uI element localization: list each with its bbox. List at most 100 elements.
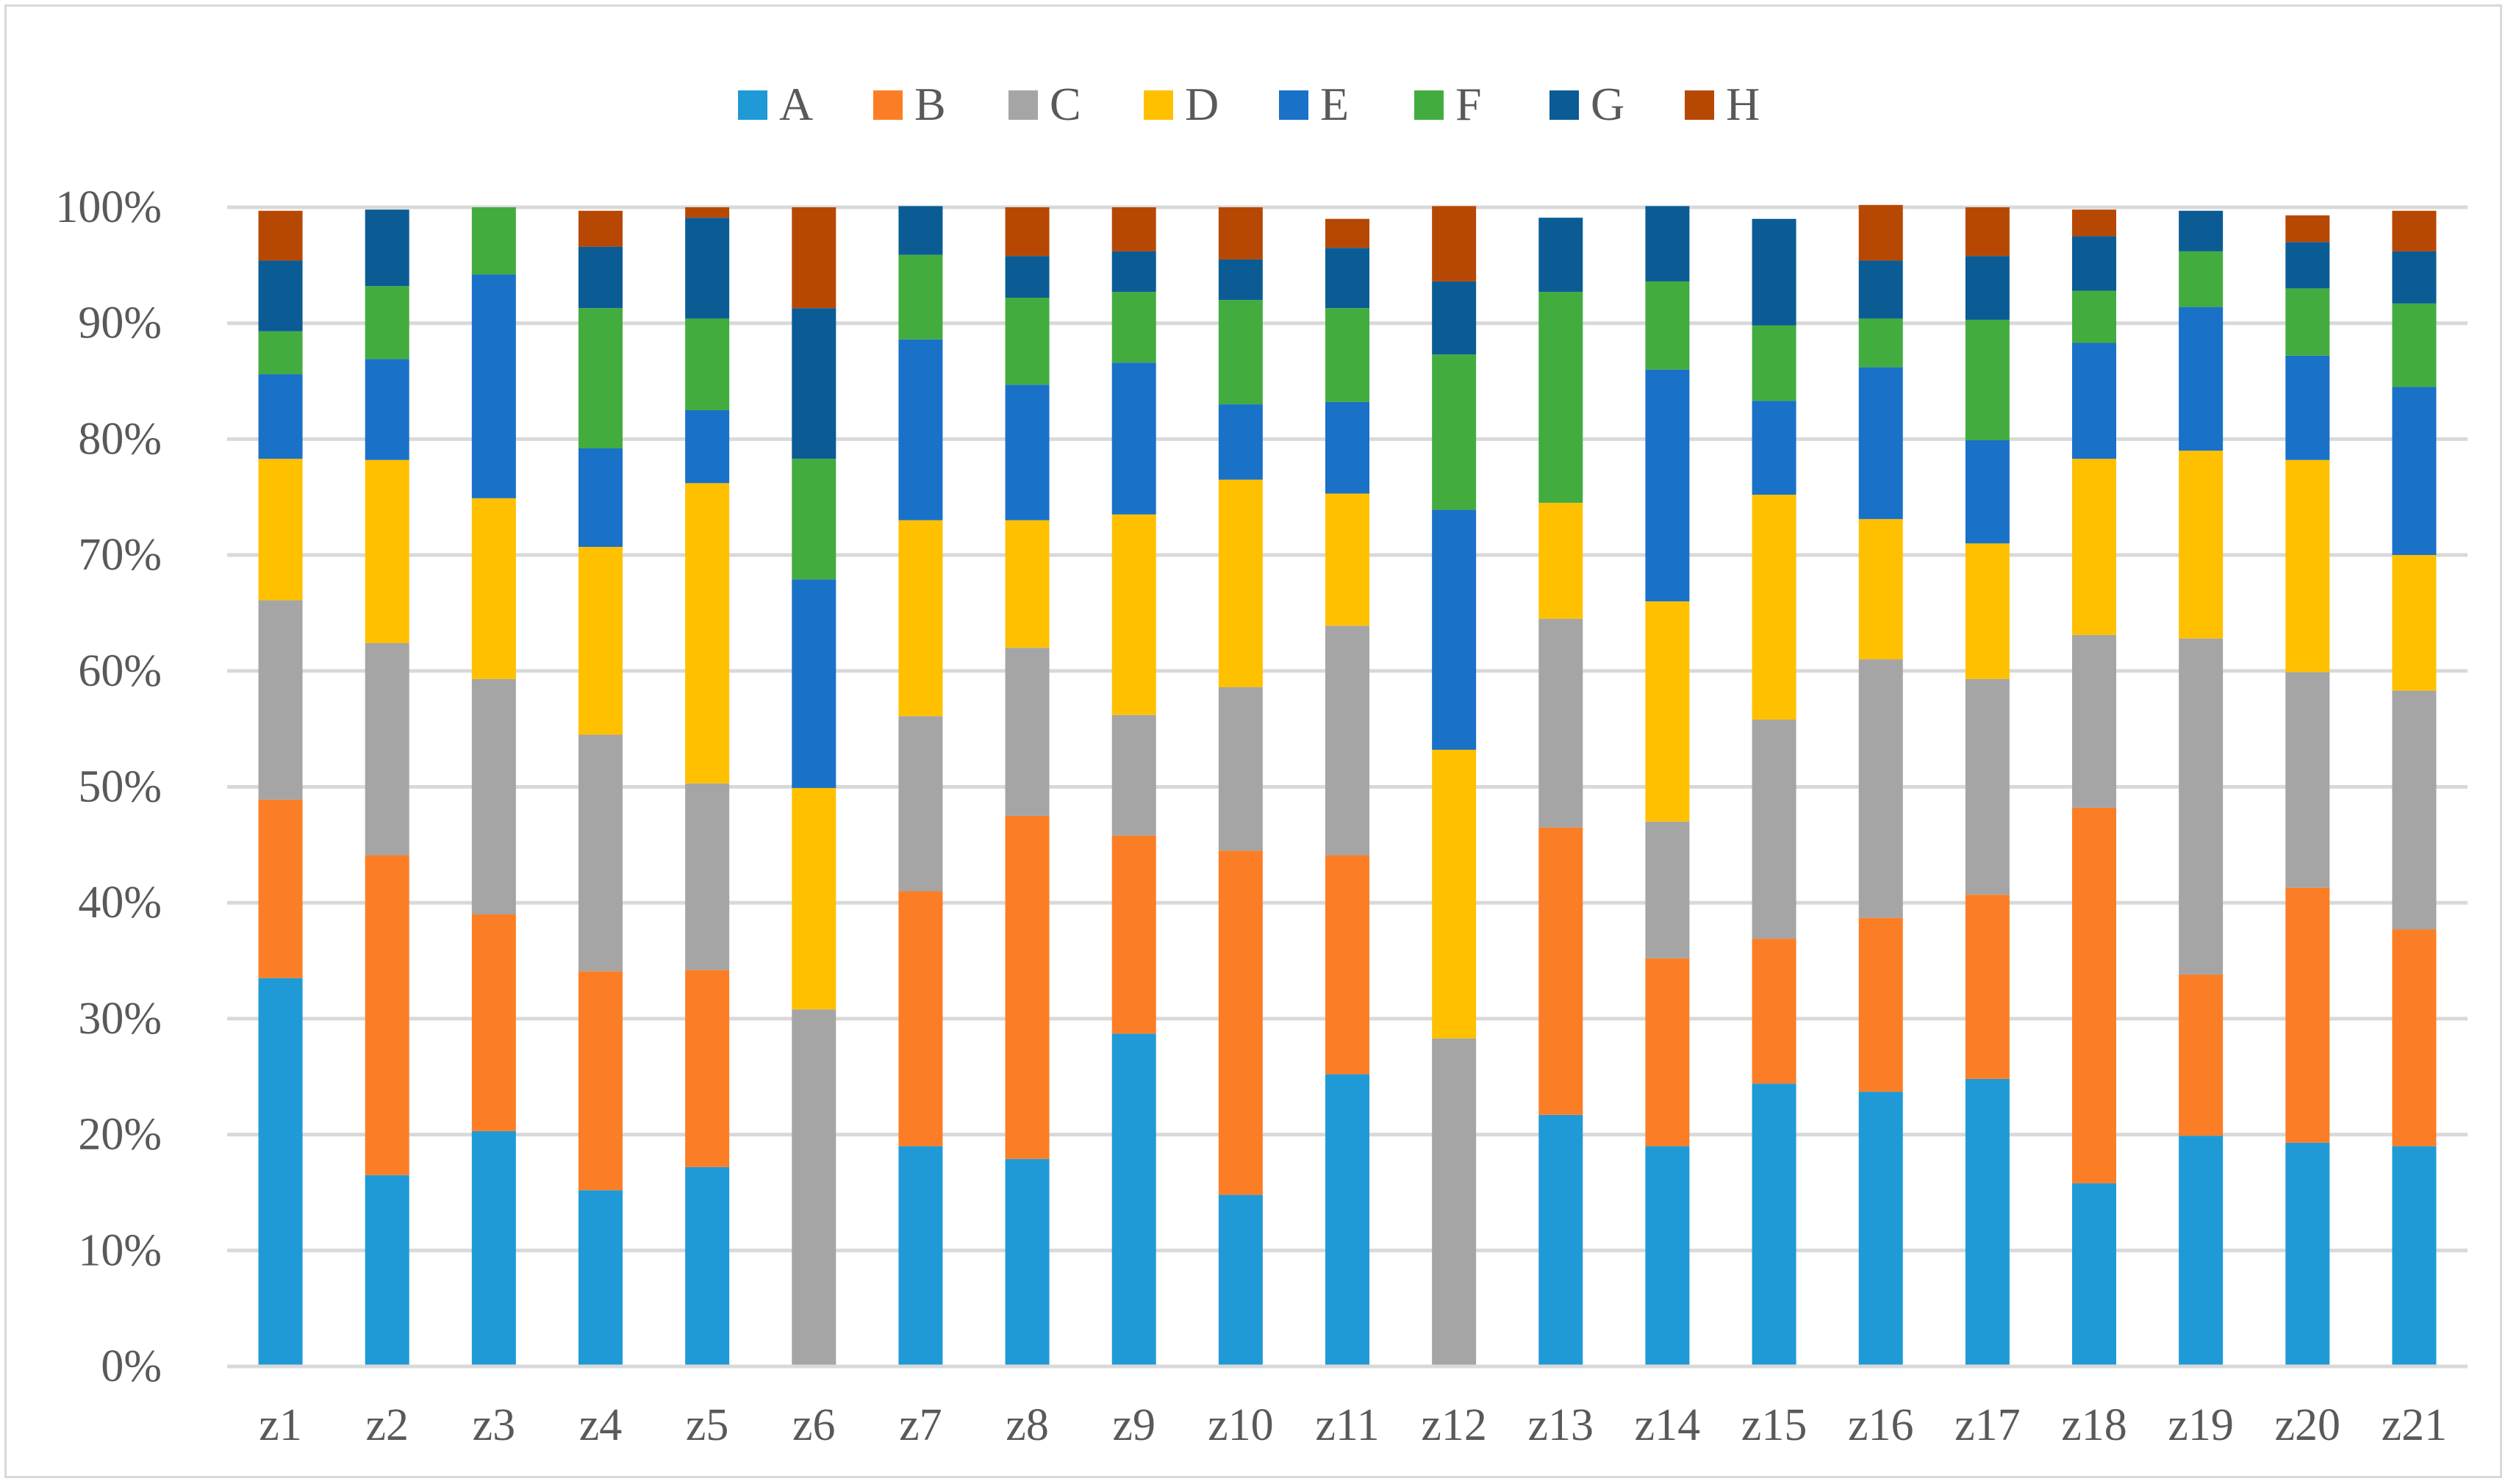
x-tick-label: z5 — [686, 1400, 729, 1450]
legend-label-C: C — [1050, 78, 1081, 130]
bar-segment-z16-G — [1858, 260, 1903, 319]
bar-segment-z13-C — [1538, 618, 1583, 828]
y-tick-label: 20% — [78, 1110, 162, 1160]
stacked-bar-chart: 0% 10% 20% 30% 40% 50% 60% 70% 80% 90% 100% z1 z2 z3… — [55, 78, 2468, 1450]
x-tick-label: z16 — [1848, 1400, 1914, 1450]
bar-segment-z8-B — [1005, 815, 1050, 1159]
x-tick-label: z3 — [473, 1400, 516, 1450]
x-tick-label: z9 — [1112, 1400, 1156, 1450]
bar-segment-z20-F — [2285, 288, 2330, 356]
bar-segment-z4-G — [578, 246, 623, 309]
bar-segment-z11-H — [1325, 218, 1369, 248]
bar-segment-z5-D — [685, 483, 730, 784]
bar-segment-z15-G — [1752, 218, 1796, 326]
bar-segment-z8-F — [1005, 298, 1050, 385]
bar-segment-z19-G — [2179, 210, 2224, 251]
bar-segment-z4-H — [578, 210, 623, 247]
bar-segment-z2-C — [365, 642, 409, 856]
y-tick-label: 80% — [78, 414, 162, 464]
bar-segment-z6-H — [792, 207, 836, 309]
bar-segment-z4-E — [578, 448, 623, 548]
bar-segment-z10-F — [1218, 300, 1263, 405]
bar-segment-z19-B — [2179, 974, 2224, 1136]
bar-segment-z1-G — [258, 260, 303, 331]
bar-segment-z14-D — [1645, 601, 1690, 822]
bar-segment-z21-H — [2392, 210, 2437, 251]
x-tick-label: z20 — [2275, 1400, 2341, 1450]
x-tick-label: z14 — [1635, 1400, 1701, 1450]
bar-segment-z6-C — [792, 1009, 836, 1366]
bar-segment-z19-C — [2179, 638, 2224, 975]
bar-segment-z7-A — [898, 1146, 943, 1366]
x-tick-label: z10 — [1208, 1400, 1274, 1450]
x-tick-label: z21 — [2382, 1400, 2448, 1450]
bar-segment-z6-D — [792, 788, 836, 1010]
bar-segment-z5-C — [685, 783, 730, 970]
x-tick-label: z12 — [1421, 1400, 1487, 1450]
bar-segment-z15-A — [1752, 1083, 1796, 1366]
bar-segment-z7-E — [898, 339, 943, 520]
bar-segment-z20-E — [2285, 355, 2330, 460]
bar-segment-z5-F — [685, 318, 730, 410]
bar-segment-z3-A — [471, 1130, 516, 1366]
bar-segment-z1-E — [258, 374, 303, 459]
legend-swatch-G — [1549, 90, 1579, 120]
bar-segment-z5-B — [685, 969, 730, 1167]
bar-segment-z17-G — [1965, 256, 2010, 320]
bar-segment-z18-G — [2072, 236, 2116, 291]
bar-segment-z15-F — [1752, 325, 1796, 401]
bar-segment-z15-D — [1752, 495, 1796, 720]
y-axis-tick-labels: 0% 10% 20% 30% 40% 50% 60% 70% 80% 90% 100% — [55, 182, 162, 1391]
bar-segment-z15-C — [1752, 720, 1796, 939]
legend-swatch-B — [873, 90, 903, 120]
bar-segment-z20-A — [2285, 1142, 2330, 1366]
bar-segment-z12-F — [1432, 354, 1477, 510]
bar-segment-z1-C — [258, 600, 303, 800]
bar-segment-z16-E — [1858, 367, 1903, 520]
chart-frame: 0% 10% 20% 30% 40% 50% 60% 70% 80% 90% 100% z1 z2 z3… — [4, 4, 2502, 1478]
bar-segment-z18-C — [2072, 634, 2116, 808]
legend-label-D: D — [1185, 78, 1219, 130]
bar-segment-z3-C — [471, 678, 516, 914]
bar-segment-z9-F — [1111, 292, 1156, 363]
bar-segment-z3-D — [471, 498, 516, 679]
bar-segment-z12-D — [1432, 750, 1477, 1039]
bar-segment-z2-D — [365, 459, 409, 643]
bar-segment-z13-F — [1538, 292, 1583, 503]
bar-segment-z16-C — [1858, 659, 1903, 918]
bar-segment-z17-D — [1965, 543, 2010, 679]
x-tick-label: z17 — [1955, 1400, 2021, 1450]
bar-segment-z14-E — [1645, 369, 1690, 602]
bar-segment-z12-E — [1432, 509, 1477, 750]
y-tick-label: 0% — [101, 1341, 162, 1391]
bar-segment-z19-E — [2179, 307, 2224, 451]
bar-segment-z9-C — [1111, 714, 1156, 836]
x-tick-label: z19 — [2168, 1400, 2234, 1450]
bar-segment-z1-D — [258, 459, 303, 601]
bar-segment-z3-B — [471, 914, 516, 1131]
bar-segment-z13-D — [1538, 503, 1583, 619]
y-tick-label: 50% — [78, 762, 162, 812]
bar-segment-z11-A — [1325, 1074, 1369, 1366]
bar-segment-z5-A — [685, 1166, 730, 1366]
x-tick-label: z8 — [1006, 1400, 1049, 1450]
bar-segment-z21-D — [2392, 555, 2437, 691]
y-tick-label: 70% — [78, 530, 162, 580]
x-tick-label: z15 — [1741, 1400, 1807, 1450]
bar-segment-z21-C — [2392, 690, 2437, 930]
bar-segment-z4-D — [578, 547, 623, 735]
bar-segment-z17-A — [1965, 1078, 2010, 1366]
legend-swatch-H — [1685, 90, 1714, 120]
bar-segment-z1-B — [258, 799, 303, 978]
bar-segment-z20-G — [2285, 242, 2330, 289]
y-tick-label: 10% — [78, 1225, 162, 1275]
bar-segment-z10-D — [1218, 479, 1263, 687]
bar-segment-z9-B — [1111, 835, 1156, 1034]
bar-segment-z2-E — [365, 359, 409, 460]
bar-segment-z16-A — [1858, 1092, 1903, 1366]
bar-segment-z18-A — [2072, 1183, 2116, 1366]
bar-segment-z11-F — [1325, 308, 1369, 402]
bar-segment-z9-G — [1111, 251, 1156, 293]
y-tick-label: 40% — [78, 878, 162, 928]
bar-segment-z9-A — [1111, 1033, 1156, 1366]
